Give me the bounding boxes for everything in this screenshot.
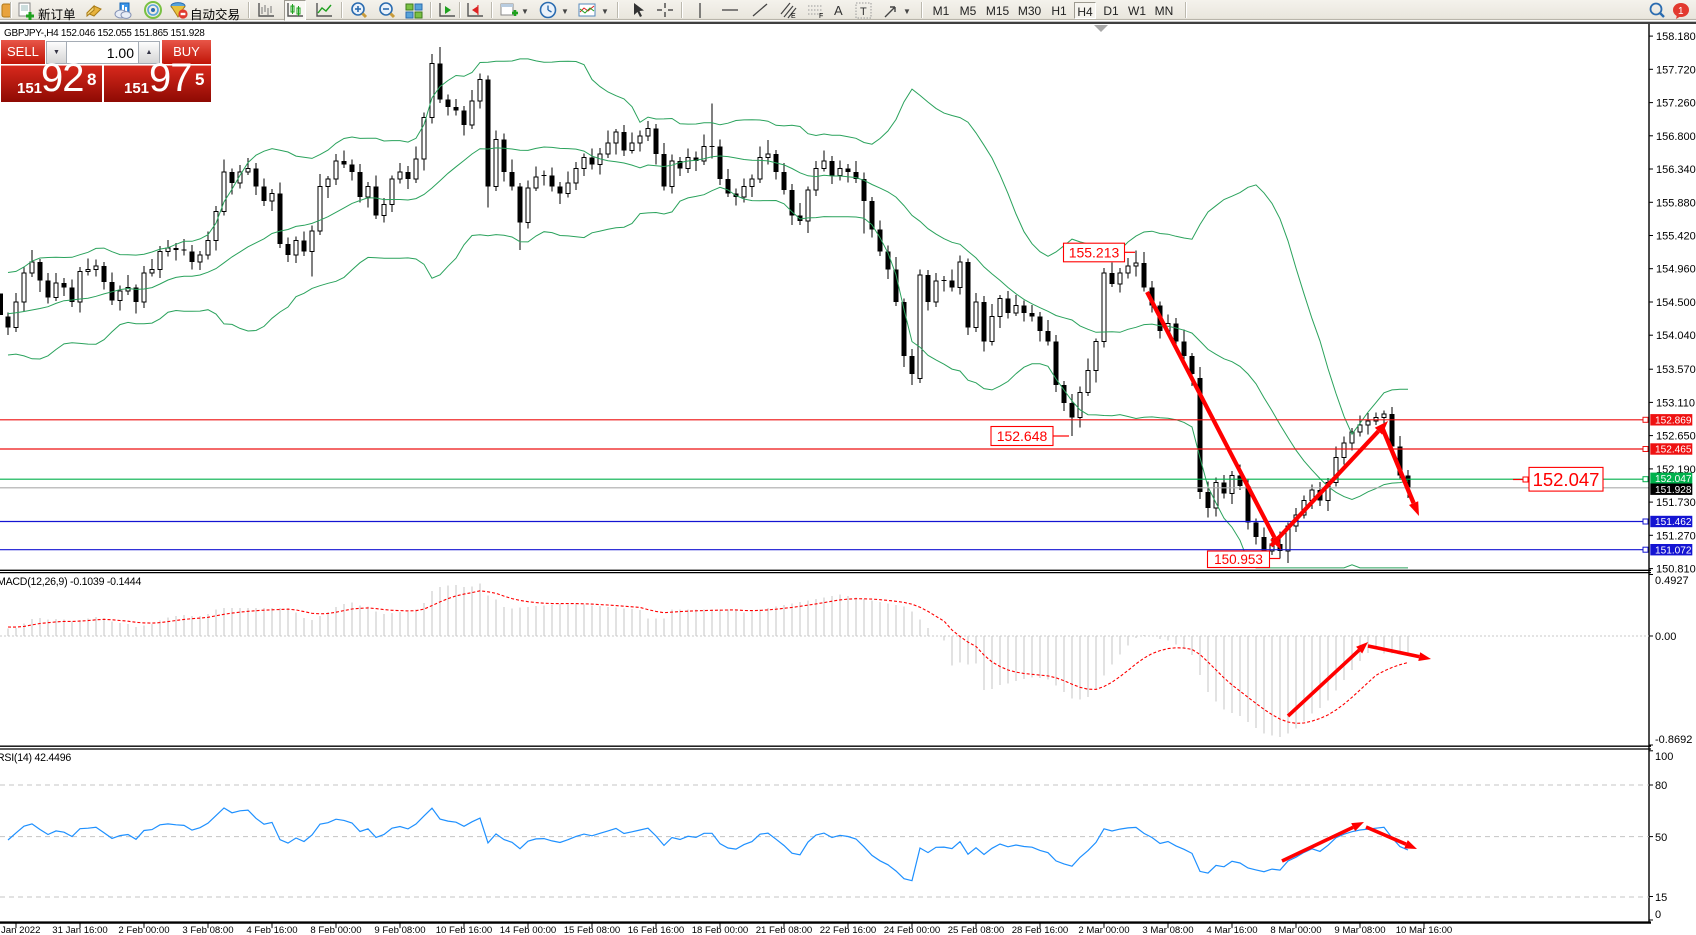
- svg-text:150.810: 150.810: [1656, 564, 1696, 576]
- svg-text:152.648: 152.648: [997, 428, 1048, 444]
- svg-text:28 Feb 16:00: 28 Feb 16:00: [1012, 925, 1069, 935]
- svg-text:4 Mar 16:00: 4 Mar 16:00: [1206, 925, 1257, 935]
- svg-text:150.953: 150.953: [1214, 552, 1263, 567]
- svg-text:0.00: 0.00: [1655, 631, 1676, 643]
- svg-text:18 Feb 00:00: 18 Feb 00:00: [692, 925, 749, 935]
- svg-text:E: E: [791, 13, 796, 20]
- svg-text:15 Feb 08:00: 15 Feb 08:00: [564, 925, 621, 935]
- svg-text:GBPJPY-,H4 152.046 152.055 15: GBPJPY-,H4 152.046 152.055 151.865 151.9…: [4, 28, 205, 39]
- svg-text:4 Feb 16:00: 4 Feb 16:00: [246, 925, 297, 935]
- svg-text:0.4927: 0.4927: [1655, 575, 1689, 587]
- svg-text:0: 0: [1655, 909, 1661, 921]
- svg-text:1: 1: [1678, 6, 1684, 17]
- svg-text:F: F: [819, 13, 823, 20]
- svg-text:158.180: 158.180: [1656, 31, 1696, 43]
- svg-text:10 Feb 16:00: 10 Feb 16:00: [436, 925, 493, 935]
- svg-text:3 Mar 08:00: 3 Mar 08:00: [1142, 925, 1193, 935]
- svg-text:22 Feb 16:00: 22 Feb 16:00: [820, 925, 877, 935]
- svg-text:9 Mar 08:00: 9 Mar 08:00: [1334, 925, 1385, 935]
- svg-text:T: T: [860, 6, 867, 18]
- svg-text:RSI(14) 42.4496: RSI(14) 42.4496: [0, 752, 71, 764]
- svg-text:155.213: 155.213: [1069, 245, 1120, 261]
- svg-text:80: 80: [1655, 780, 1667, 792]
- svg-text:152.465: 152.465: [1655, 445, 1692, 456]
- svg-text:153.570: 153.570: [1656, 364, 1696, 376]
- svg-text:151.462: 151.462: [1655, 517, 1692, 528]
- svg-text:100: 100: [1655, 751, 1673, 763]
- svg-text:151.730: 151.730: [1656, 497, 1696, 509]
- svg-text:-0.8692: -0.8692: [1655, 734, 1692, 746]
- svg-text:8 Feb 00:00: 8 Feb 00:00: [310, 925, 361, 935]
- svg-text:155.880: 155.880: [1656, 197, 1696, 209]
- svg-text:157.720: 157.720: [1656, 64, 1696, 76]
- svg-text:153.110: 153.110: [1656, 397, 1695, 409]
- svg-text:50: 50: [1655, 832, 1667, 844]
- svg-text:151.928: 151.928: [1655, 485, 1692, 496]
- svg-text:9 Feb 08:00: 9 Feb 08:00: [374, 925, 425, 935]
- svg-text:16 Feb 16:00: 16 Feb 16:00: [628, 925, 685, 935]
- svg-text:152.047: 152.047: [1655, 474, 1692, 485]
- svg-text:154.500: 154.500: [1656, 297, 1696, 309]
- svg-text:151.270: 151.270: [1656, 530, 1696, 542]
- svg-text:31 Jan 16:00: 31 Jan 16:00: [52, 925, 107, 935]
- svg-text:154.040: 154.040: [1656, 330, 1696, 342]
- svg-text:151.072: 151.072: [1655, 545, 1692, 556]
- svg-text:10 Mar 16:00: 10 Mar 16:00: [1396, 925, 1453, 935]
- svg-text:3 Feb 08:00: 3 Feb 08:00: [182, 925, 233, 935]
- svg-text:21 Feb 08:00: 21 Feb 08:00: [756, 925, 813, 935]
- svg-text:15: 15: [1655, 892, 1667, 904]
- svg-text:8 Mar 00:00: 8 Mar 00:00: [1270, 925, 1321, 935]
- svg-text:152.650: 152.650: [1656, 431, 1696, 443]
- svg-text:152.047: 152.047: [1533, 469, 1600, 490]
- svg-text:14 Feb 00:00: 14 Feb 00:00: [500, 925, 557, 935]
- svg-text:2 Feb 00:00: 2 Feb 00:00: [118, 925, 169, 935]
- svg-text:25 Feb 08:00: 25 Feb 08:00: [948, 925, 1005, 935]
- svg-text:156.340: 156.340: [1656, 164, 1696, 176]
- svg-text:154.960: 154.960: [1656, 264, 1696, 276]
- svg-text:24 Feb 00:00: 24 Feb 00:00: [884, 925, 941, 935]
- svg-text:152.869: 152.869: [1655, 415, 1692, 426]
- svg-text:156.800: 156.800: [1656, 131, 1696, 143]
- svg-text:2 Mar 00:00: 2 Mar 00:00: [1078, 925, 1129, 935]
- svg-text:157.260: 157.260: [1656, 98, 1696, 110]
- svg-text:155.420: 155.420: [1656, 231, 1696, 243]
- svg-text:Jan 2022: Jan 2022: [1, 925, 40, 935]
- svg-text:MACD(12,26,9) -0.1039 -0.1444: MACD(12,26,9) -0.1039 -0.1444: [0, 576, 141, 588]
